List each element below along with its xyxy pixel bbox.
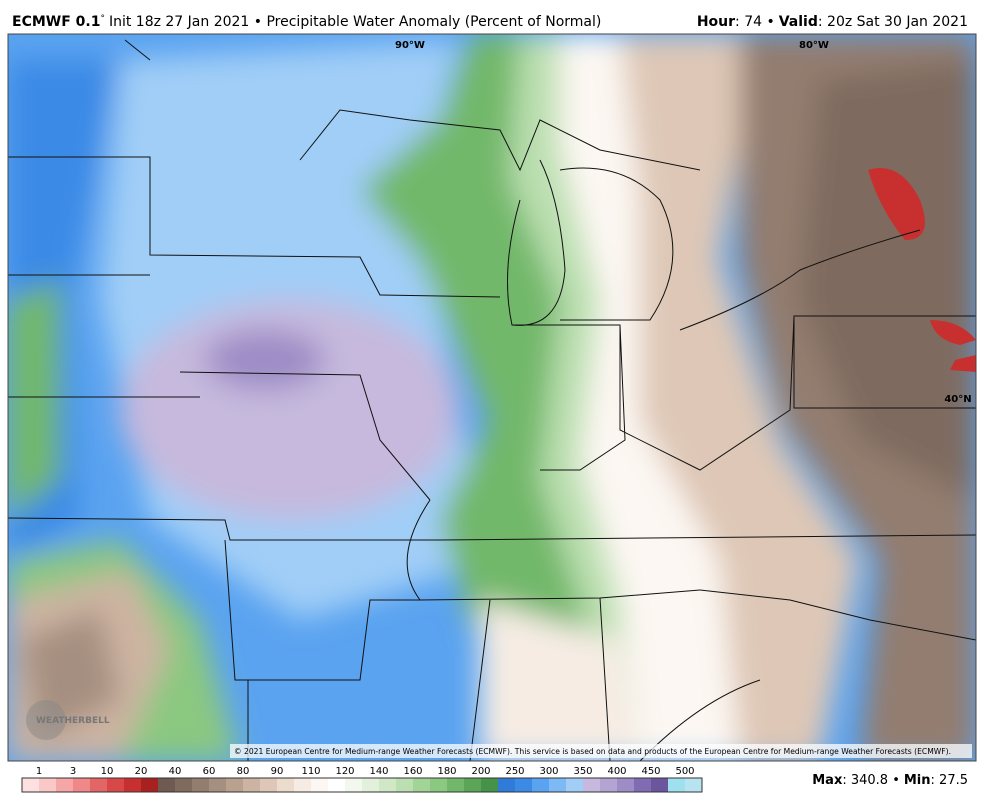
colorbar-swatch: [617, 778, 635, 792]
colorbar-label: 140: [369, 766, 388, 777]
hour-value: : 74 •: [735, 14, 775, 30]
colorbar-swatch: [532, 778, 550, 792]
colorbar-swatch: [107, 778, 125, 792]
map: [8, 34, 976, 761]
colorbar-swatch: [260, 778, 278, 792]
lat-label: 40°N: [944, 394, 971, 405]
colorbar-swatch: [311, 778, 329, 792]
colorbar-swatch: [498, 778, 516, 792]
header-left: ECMWF 0.1° Init 18z 27 Jan 2021 • Precipi…: [12, 14, 601, 30]
colorbar-swatch: [447, 778, 465, 792]
colorbar-swatch: [481, 778, 499, 792]
valid-label: Valid: [779, 14, 818, 30]
boundaries: [8, 39, 976, 761]
colorbar-label: 250: [505, 766, 524, 777]
colorbar-swatch: [73, 778, 91, 792]
colorbar-label: 350: [573, 766, 592, 777]
map-frame: [7, 33, 977, 762]
colorbar-swatch: [243, 778, 261, 792]
colorbar-swatch: [277, 778, 295, 792]
colorbar-label: 3: [70, 766, 76, 777]
min-label: Min: [904, 773, 931, 788]
colorbar-frame: [21, 777, 703, 793]
colorbar-swatch: [209, 778, 227, 792]
description: Init 18z 27 Jan 2021 • Precipitable Wate…: [109, 14, 601, 30]
colorbar-swatch: [549, 778, 567, 792]
logo: WEATHERBELL: [36, 716, 110, 726]
colorbar-swatch: [56, 778, 74, 792]
colorbar-label: 160: [403, 766, 422, 777]
valid-value: : 20z Sat 30 Jan 2021: [818, 14, 968, 30]
colorbar-label: 120: [335, 766, 354, 777]
logo-mark: [26, 700, 66, 740]
model: ECMWF 0.1: [12, 14, 100, 30]
colorbar-swatch: [413, 778, 431, 792]
colorbar-swatch: [22, 778, 40, 792]
colorbar-swatch: [39, 778, 57, 792]
colorbar-swatch: [464, 778, 482, 792]
colorbar-swatch: [141, 778, 159, 792]
colorbar-label: 20: [135, 766, 148, 777]
colorbar-label: 40: [169, 766, 182, 777]
colorbar-swatch: [345, 778, 363, 792]
colorbar-swatch: [362, 778, 380, 792]
colorbar-swatch: [396, 778, 414, 792]
colorbar-label: 1: [36, 766, 42, 777]
min-value: : 27.5: [931, 773, 968, 788]
colorbar-label: 300: [539, 766, 558, 777]
colorbar-swatch: [634, 778, 652, 792]
colorbar-label: 90: [271, 766, 284, 777]
copyright-bg: [230, 744, 972, 758]
colorbar: 1 3 10 20 40 60 80 90 110 120 140 160 180 200 250 300 35…: [22, 766, 703, 792]
colorbar-swatch: [124, 778, 142, 792]
colorbar-label: 200: [471, 766, 490, 777]
colorbar-swatch: [328, 778, 346, 792]
colorbar-swatch: [668, 778, 686, 792]
colorbar-swatch: [515, 778, 533, 792]
lon-label: 90°W: [395, 40, 425, 51]
copyright: © 2021 European Centre for Medium-range …: [234, 747, 951, 756]
colorbar-swatch: [600, 778, 618, 792]
colorbar-label: 180: [437, 766, 456, 777]
colorbar-label: 80: [237, 766, 250, 777]
colorbar-label: 60: [203, 766, 216, 777]
colorbar-swatch: [90, 778, 108, 792]
colorbar-swatch: [685, 778, 703, 792]
colorbar-label: 110: [301, 766, 320, 777]
header-right: Hour: 74 • Valid: 20z Sat 30 Jan 2021: [697, 14, 968, 30]
colorbar-label: 450: [641, 766, 660, 777]
colorbar-swatch: [651, 778, 669, 792]
colorbar-label: 10: [101, 766, 114, 777]
max-value: : 340.8 •: [842, 773, 900, 788]
colorbar-swatch: [583, 778, 601, 792]
colorbar-swatch: [430, 778, 448, 792]
max-label: Max: [812, 773, 843, 788]
colorbar-swatch: [294, 778, 312, 792]
footer: Max: 340.8 • Min: 27.5: [812, 773, 968, 788]
hour-label: Hour: [697, 14, 735, 30]
colorbar-swatch: [192, 778, 210, 792]
lon-label: 80°W: [799, 40, 829, 51]
colorbar-swatch: [226, 778, 244, 792]
colorbar-swatch: [566, 778, 584, 792]
degree: °: [100, 14, 105, 24]
colorbar-swatch: [158, 778, 176, 792]
colorbar-swatch: [175, 778, 193, 792]
colorbar-label: 500: [675, 766, 694, 777]
colorbar-swatch: [379, 778, 397, 792]
colorbar-label: 400: [607, 766, 626, 777]
